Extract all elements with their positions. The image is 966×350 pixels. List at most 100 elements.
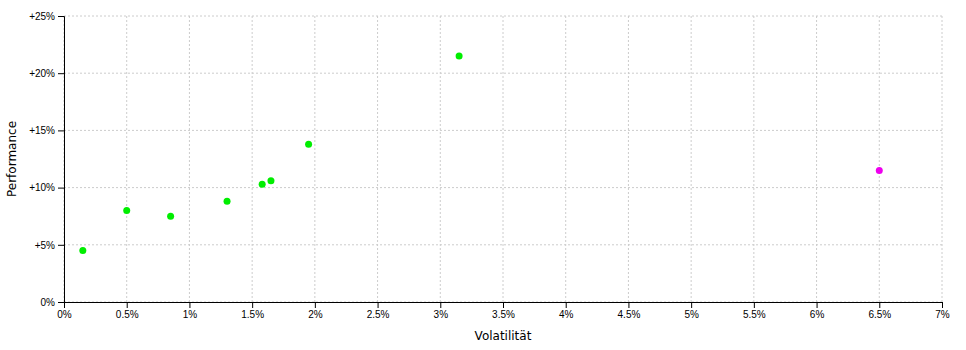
x-tick: 0% [57,302,72,320]
x-tick-mark [691,302,692,308]
grid-line-x [503,16,504,302]
point [267,177,274,184]
grid [64,16,942,302]
point [167,213,174,220]
x-tick: 1.5% [241,302,264,320]
y-tick: +20% [29,68,64,79]
x-tick-label: 0% [57,309,72,320]
x-tick-mark [817,302,818,308]
x-tick: 2% [308,302,323,320]
x-tick-mark [879,302,880,308]
x-tick: 1% [183,302,198,320]
x-axis-line [65,303,943,309]
grid-line-x [753,16,754,302]
x-tick-label: 3% [434,309,449,320]
x-tick-mark [252,302,253,308]
series-1 [876,167,883,174]
y-tick: +15% [29,125,64,136]
grid-line-x [126,16,127,302]
y-tick-mark [58,245,64,246]
grid-line-x [691,16,692,302]
y-tick-mark [58,73,64,74]
y-tick-label: +25% [29,11,55,22]
point [259,181,266,188]
x-tick: 6% [810,302,825,320]
grid-line-y [64,187,942,188]
x-tick: 3% [434,302,449,320]
x-tick: 4.5% [618,302,641,320]
y-tick: +25% [29,11,64,22]
x-tick-label: 4% [559,309,574,320]
y-axis-line [58,17,65,303]
point [456,53,463,60]
grid-line-x [252,16,253,302]
point [79,247,86,254]
grid-line-y [64,73,942,74]
point [876,167,883,174]
y-tick: +5% [35,240,64,251]
y-tick-mark [58,302,64,303]
y-tick: 0% [41,297,64,308]
x-tick-mark [942,302,943,308]
series-0 [79,53,462,254]
x-tick: 5.5% [743,302,766,320]
grid-line-x [816,16,817,302]
grid-line-x [440,16,441,302]
grid-line-x [189,16,190,302]
y-tick-mark [58,188,64,189]
x-tick-label: 2% [308,309,323,320]
x-tick: 7% [935,302,950,320]
y-tick-label: +10% [29,182,55,193]
x-tick-mark [628,302,629,308]
x-tick-mark [127,302,128,308]
x-tick-mark [503,302,504,308]
grid-line-x [377,16,378,302]
x-tick: 6.5% [868,302,891,320]
x-tick-label: 1.5% [241,309,264,320]
point [123,207,130,214]
x-tick-mark [566,302,567,308]
x-tick-label: 6.5% [868,309,891,320]
x-tick-label: 5.5% [743,309,766,320]
grid-line-y [64,244,942,245]
points [79,53,882,254]
y-tick: +10% [29,182,64,193]
y-tick-mark [58,16,64,17]
x-tick-label: 7% [935,309,950,320]
chart: 0% 0.5% 1% 1.5% 2% 2.5% 3% 3.5% 4% 4.5% 5% 5.5% 6% 6.… [0,0,966,350]
x-tick-label: 3.5% [492,309,515,320]
x-tick-mark [189,302,190,308]
x-tick-label: 4.5% [618,309,641,320]
x-tick: 0.5% [116,302,139,320]
y-axis: 0% +5% +10% +15% +20% +25% [29,11,64,308]
x-tick: 5% [684,302,699,320]
y-axis-title: Performance [5,121,19,197]
grid-line-x [314,16,315,302]
x-tick-label: 0.5% [116,309,139,320]
point [305,141,312,148]
grid-line-y [64,130,942,131]
point [224,198,231,205]
grid-line-x [942,16,943,302]
x-tick: 2.5% [367,302,390,320]
y-tick-label: 0% [41,297,56,308]
grid-line-y [64,16,942,17]
x-tick-mark [315,302,316,308]
x-tick: 3.5% [492,302,515,320]
grid-line-x [565,16,566,302]
x-tick: 4% [559,302,574,320]
x-tick-label: 6% [810,309,825,320]
x-tick-label: 1% [183,309,198,320]
x-axis: 0% 0.5% 1% 1.5% 2% 2.5% 3% 3.5% 4% 4.5% 5% 5.5% 6% 6.… [57,302,950,320]
plot: 0% 0.5% 1% 1.5% 2% 2.5% 3% 3.5% 4% 4.5% 5% 5.5% 6% 6.… [29,11,950,320]
x-tick-label: 5% [684,309,699,320]
x-tick-label: 2.5% [367,309,390,320]
y-tick-label: +15% [29,125,55,136]
y-tick-label: +20% [29,68,55,79]
grid-line-x [628,16,629,302]
y-tick-label: +5% [35,240,55,251]
x-axis-title: Volatilität [475,329,532,343]
x-tick-mark [378,302,379,308]
y-tick-mark [58,130,64,131]
x-tick-mark [754,302,755,308]
